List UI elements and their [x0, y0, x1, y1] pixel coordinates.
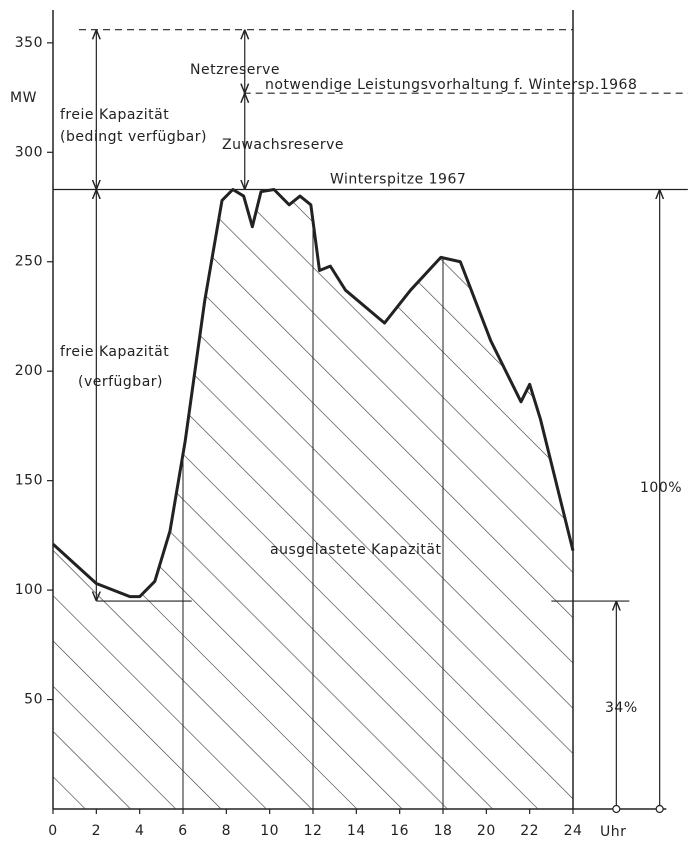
y-axis-label: MW [10, 90, 37, 106]
annotation: freie Kapazität [60, 107, 169, 123]
x-tick-label: 4 [135, 823, 144, 839]
annotation: 100% [640, 480, 682, 496]
y-tick-label: 350 [15, 35, 43, 51]
x-tick-label: 20 [477, 823, 496, 839]
x-tick-label: 0 [48, 823, 57, 839]
y-tick-label: 100 [15, 582, 43, 598]
x-tick-label: 22 [520, 823, 539, 839]
x-tick-label: 6 [178, 823, 187, 839]
x-tick-label: 12 [304, 823, 323, 839]
x-tick-label: 16 [390, 823, 409, 839]
y-tick-label: 200 [15, 363, 43, 379]
y-tick-label: 250 [15, 254, 43, 270]
x-tick-label: 2 [92, 823, 101, 839]
x-tick-label: 8 [222, 823, 231, 839]
reference-label: Winterspitze 1967 [330, 172, 466, 188]
annotation: Netzreserve [190, 62, 280, 78]
load-curve [51, 188, 575, 599]
y-tick-label: 50 [24, 692, 43, 708]
reference-label: notwendige Leistungsvorhaltung f. Winter… [265, 77, 637, 93]
annotation: freie Kapazität [60, 344, 169, 360]
x-tick-label: 18 [434, 823, 453, 839]
annotation: (verfügbar) [78, 374, 163, 390]
annotation: (bedingt verfügbar) [60, 129, 207, 145]
annotation: ausgelastete Kapazität [270, 542, 441, 558]
x-tick-label: 10 [260, 823, 279, 839]
marker-dot [655, 804, 664, 814]
y-tick-label: 300 [15, 144, 43, 160]
x-tick-label: 24 [564, 823, 583, 839]
annotation: Zuwachsreserve [222, 137, 344, 153]
y-tick-label: 150 [15, 473, 43, 489]
x-tick-label: 14 [347, 823, 366, 839]
x-axis-label: Uhr [600, 824, 626, 840]
marker-dot [612, 804, 621, 814]
annotation: 34% [605, 700, 638, 716]
